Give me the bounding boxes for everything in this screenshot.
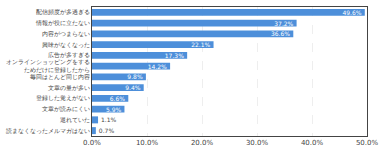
- svg-text:文章の量が多い: 文章の量が多い: [48, 84, 90, 91]
- svg-text:36.6%: 36.6%: [271, 30, 290, 37]
- svg-text:オンラインショッピングをするためだけに登録したから: オンラインショッピングをするためだけに登録したから: [6, 58, 90, 74]
- svg-text:40.0%: 40.0%: [301, 139, 324, 147]
- svg-text:登録した覚えがない: 登録した覚えがない: [36, 94, 90, 102]
- svg-text:14.2%: 14.2%: [148, 63, 167, 70]
- svg-text:0.0%: 0.0%: [83, 139, 101, 147]
- svg-text:配信頻度が多過ぎる: 配信頻度が多過ぎる: [36, 8, 90, 16]
- svg-text:30.0%: 30.0%: [246, 139, 269, 147]
- svg-text:10.0%: 10.0%: [136, 139, 159, 147]
- svg-text:49.6%: 49.6%: [342, 9, 361, 16]
- svg-text:17.3%: 17.3%: [165, 52, 184, 59]
- svg-text:文章が読みにくい: 文章が読みにくい: [42, 105, 90, 113]
- svg-text:0.7%: 0.7%: [99, 127, 115, 134]
- svg-text:内容がつまらない: 内容がつまらない: [42, 30, 90, 38]
- svg-text:毎回はとんど同じ内容: 毎回はとんど同じ内容: [30, 73, 90, 80]
- svg-text:50.0%: 50.0%: [356, 139, 379, 147]
- svg-text:5.9%: 5.9%: [106, 106, 122, 113]
- svg-text:22.1%: 22.1%: [191, 41, 210, 48]
- svg-text:1.1%: 1.1%: [101, 116, 117, 123]
- svg-text:読まなくなったメルマガはない: 読まなくなったメルマガはない: [6, 127, 90, 135]
- svg-text:広告が多すぎる: 広告が多すぎる: [48, 51, 90, 59]
- svg-text:退れていた: 退れていた: [60, 116, 90, 123]
- svg-text:興味がなくなった: 興味がなくなった: [42, 41, 90, 49]
- svg-text:9.8%: 9.8%: [127, 73, 143, 80]
- svg-text:20.0%: 20.0%: [191, 139, 214, 147]
- svg-text:6.6%: 6.6%: [110, 95, 126, 102]
- svg-text:9.4%: 9.4%: [125, 84, 141, 91]
- svg-text:情報が役に立たない: 情報が役に立たない: [35, 19, 90, 27]
- svg-text:37.2%: 37.2%: [274, 20, 293, 27]
